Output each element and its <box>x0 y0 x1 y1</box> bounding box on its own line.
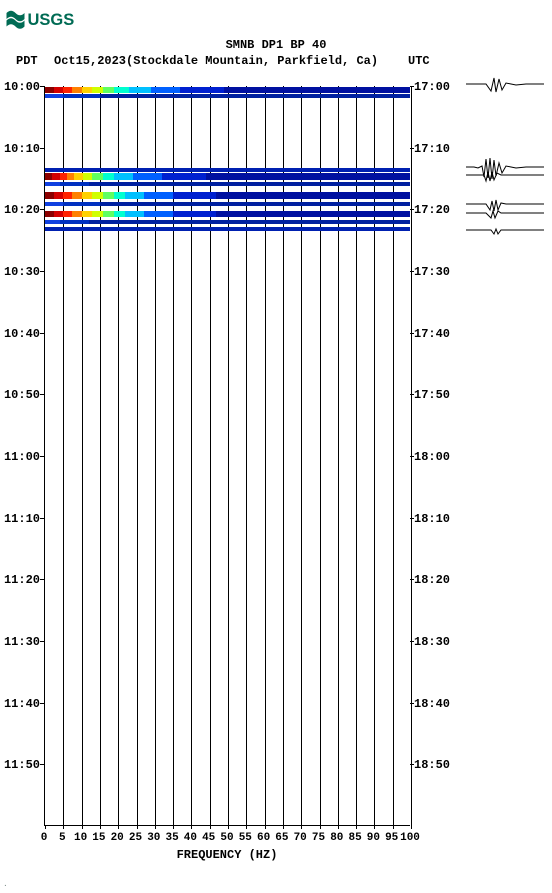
left-time-label: 10:40 <box>4 327 40 341</box>
x-tick-label: 85 <box>348 832 361 844</box>
spectral-band <box>45 227 410 231</box>
x-tick-label: 75 <box>312 832 325 844</box>
right-time-label: 18:30 <box>414 635 450 649</box>
x-tick-label: 40 <box>184 832 197 844</box>
left-time-label: 11:40 <box>4 697 40 711</box>
left-tz-label: PDT <box>16 54 38 68</box>
spectral-band <box>45 220 410 224</box>
left-time-label: 11:30 <box>4 635 40 649</box>
left-time-label: 10:10 <box>4 142 40 156</box>
right-time-label: 18:20 <box>414 573 450 587</box>
x-axis-title: FREQUENCY (HZ) <box>177 848 278 862</box>
x-tick-label: 60 <box>257 832 270 844</box>
right-time-label: 18:10 <box>414 512 450 526</box>
right-time-label: 18:40 <box>414 697 450 711</box>
x-tick-label: 20 <box>111 832 124 844</box>
seismogram-trace <box>466 220 544 244</box>
corner-mark: . <box>4 878 7 889</box>
x-tick-label: 10 <box>74 832 87 844</box>
left-time-label: 10:30 <box>4 265 40 279</box>
x-tick-label: 55 <box>239 832 252 844</box>
spectral-band <box>45 173 410 180</box>
x-tick-label: 45 <box>202 832 215 844</box>
spectral-band <box>45 202 410 206</box>
left-time-label: 11:50 <box>4 758 40 772</box>
seismogram-trace <box>466 74 544 98</box>
svg-text:USGS: USGS <box>28 11 75 29</box>
x-tick-label: 65 <box>275 832 288 844</box>
date-station: Oct15,2023(Stockdale Mountain, Parkfield… <box>54 54 378 68</box>
spectral-band <box>45 182 410 186</box>
left-time-label: 10:50 <box>4 388 40 402</box>
x-tick-label: 70 <box>294 832 307 844</box>
left-time-label: 10:00 <box>4 80 40 94</box>
left-time-label: 11:00 <box>4 450 40 464</box>
right-time-label: 17:20 <box>414 203 450 217</box>
left-time-label: 10:20 <box>4 203 40 217</box>
x-tick-label: 80 <box>330 832 343 844</box>
x-tick-label: 25 <box>129 832 142 844</box>
x-tick-label: 15 <box>92 832 105 844</box>
spectral-band <box>45 87 410 93</box>
right-time-label: 17:50 <box>414 388 450 402</box>
right-time-label: 17:10 <box>414 142 450 156</box>
x-tick-label: 50 <box>220 832 233 844</box>
x-tick-label: 5 <box>59 832 66 844</box>
seismogram-trace <box>466 165 544 189</box>
x-tick-label: 0 <box>41 832 48 844</box>
chart-title: SMNB DP1 BP 40 <box>0 38 552 54</box>
right-time-label: 17:30 <box>414 265 450 279</box>
spectral-band <box>45 94 410 98</box>
x-tick-label: 35 <box>165 832 178 844</box>
usgs-logo: USGS <box>5 5 95 33</box>
x-tick-label: 100 <box>400 832 420 844</box>
x-tick-label: 95 <box>385 832 398 844</box>
left-time-label: 11:10 <box>4 512 40 526</box>
x-tick-label: 90 <box>367 832 380 844</box>
spectral-band <box>45 168 410 172</box>
spectral-band <box>45 211 410 217</box>
right-tz-label: UTC <box>408 54 430 68</box>
right-time-label: 17:40 <box>414 327 450 341</box>
right-time-label: 18:50 <box>414 758 450 772</box>
spectrogram-plot <box>44 86 410 826</box>
spectral-band <box>45 192 410 199</box>
x-tick-label: 30 <box>147 832 160 844</box>
right-time-label: 17:00 <box>414 80 450 94</box>
right-time-label: 18:00 <box>414 450 450 464</box>
left-time-label: 11:20 <box>4 573 40 587</box>
